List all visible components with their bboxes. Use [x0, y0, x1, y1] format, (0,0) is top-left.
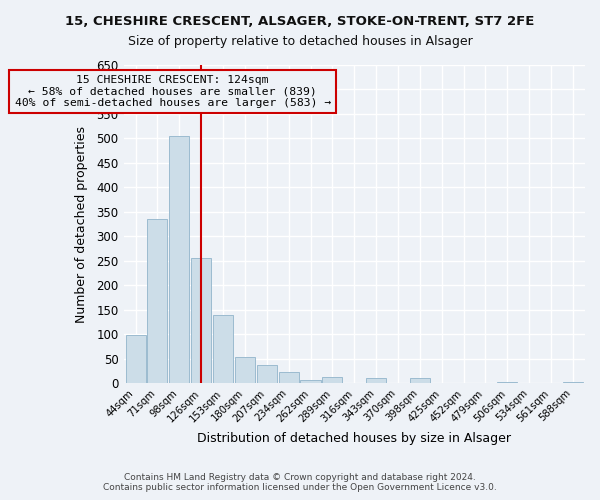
- Bar: [410, 378, 430, 383]
- Bar: [257, 364, 277, 383]
- Text: 15 CHESHIRE CRESCENT: 124sqm
← 58% of detached houses are smaller (839)
40% of s: 15 CHESHIRE CRESCENT: 124sqm ← 58% of de…: [14, 75, 331, 108]
- Text: Contains HM Land Registry data © Crown copyright and database right 2024.
Contai: Contains HM Land Registry data © Crown c…: [103, 473, 497, 492]
- X-axis label: Distribution of detached houses by size in Alsager: Distribution of detached houses by size …: [197, 432, 511, 445]
- Bar: [213, 314, 233, 383]
- Bar: [278, 372, 299, 383]
- Bar: [125, 335, 146, 383]
- Y-axis label: Number of detached properties: Number of detached properties: [75, 126, 88, 322]
- Bar: [497, 382, 517, 383]
- Bar: [322, 378, 343, 383]
- Text: 15, CHESHIRE CRESCENT, ALSAGER, STOKE-ON-TRENT, ST7 2FE: 15, CHESHIRE CRESCENT, ALSAGER, STOKE-ON…: [65, 15, 535, 28]
- Bar: [366, 378, 386, 383]
- Bar: [301, 380, 320, 383]
- Text: Size of property relative to detached houses in Alsager: Size of property relative to detached ho…: [128, 35, 472, 48]
- Bar: [169, 136, 190, 383]
- Bar: [563, 382, 583, 383]
- Bar: [235, 357, 255, 383]
- Bar: [191, 258, 211, 383]
- Bar: [148, 219, 167, 383]
